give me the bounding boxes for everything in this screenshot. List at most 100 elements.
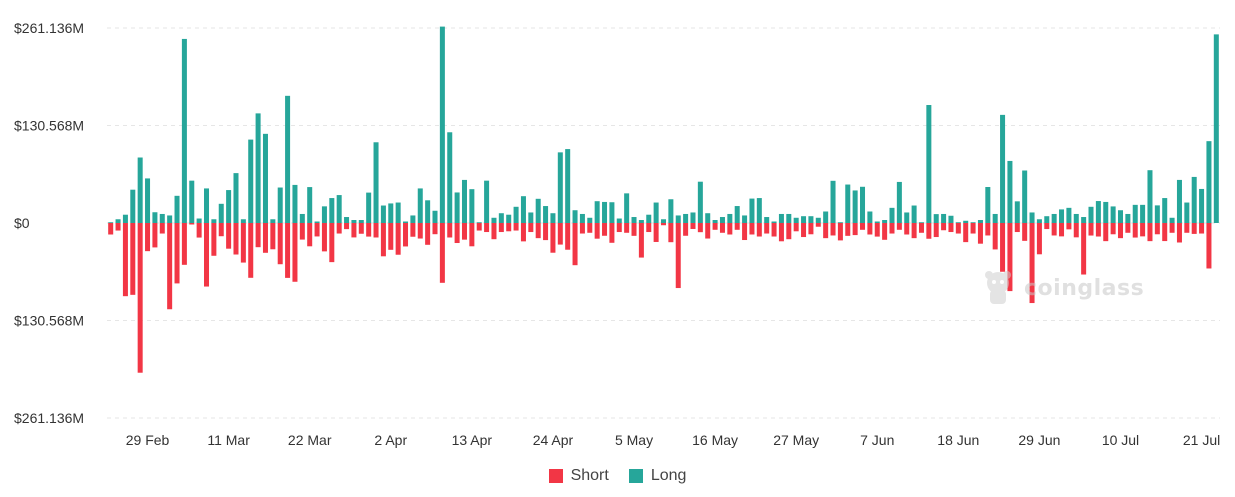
short-bar[interactable] (911, 223, 917, 239)
long-bar[interactable] (211, 219, 217, 223)
long-bar[interactable] (1081, 217, 1087, 223)
long-bar[interactable] (963, 220, 969, 223)
short-bar[interactable] (484, 223, 490, 233)
long-bar[interactable] (513, 206, 519, 223)
short-bar[interactable] (1140, 223, 1146, 237)
short-bar[interactable] (734, 223, 740, 230)
long-bar[interactable] (358, 220, 364, 223)
short-bar[interactable] (742, 223, 748, 241)
long-bar[interactable] (845, 184, 851, 223)
long-bar[interactable] (218, 203, 224, 223)
long-bar[interactable] (977, 220, 983, 223)
long-bar[interactable] (484, 180, 490, 223)
long-bar[interactable] (638, 220, 644, 223)
long-bar[interactable] (852, 190, 858, 223)
short-bar[interactable] (1169, 223, 1175, 233)
short-bar[interactable] (918, 223, 924, 233)
short-bar[interactable] (1103, 223, 1109, 242)
short-bar[interactable] (697, 223, 703, 233)
long-bar[interactable] (594, 201, 600, 223)
long-bar[interactable] (1147, 170, 1153, 223)
short-bar[interactable] (1147, 223, 1153, 242)
short-bar[interactable] (513, 223, 519, 231)
long-bar[interactable] (815, 217, 821, 223)
short-bar[interactable] (108, 223, 114, 235)
short-bar[interactable] (204, 223, 210, 287)
long-bar[interactable] (683, 213, 689, 223)
short-bar[interactable] (550, 223, 556, 253)
long-bar[interactable] (1044, 216, 1050, 223)
short-bar[interactable] (1088, 223, 1094, 236)
long-bar[interactable] (366, 192, 372, 223)
long-bar[interactable] (1162, 198, 1168, 223)
long-bar[interactable] (697, 181, 703, 223)
short-bar[interactable] (668, 223, 674, 243)
short-bar[interactable] (712, 223, 718, 230)
short-bar[interactable] (837, 223, 843, 241)
long-bar[interactable] (653, 202, 659, 223)
long-bar[interactable] (299, 213, 305, 223)
long-bar[interactable] (992, 213, 998, 223)
long-bar[interactable] (609, 202, 615, 223)
long-bar[interactable] (447, 132, 453, 223)
short-bar[interactable] (1206, 223, 1212, 269)
long-bar[interactable] (1073, 213, 1079, 223)
short-bar[interactable] (366, 223, 372, 237)
short-bar[interactable] (985, 223, 991, 236)
short-bar[interactable] (889, 223, 895, 234)
short-bar[interactable] (808, 223, 814, 235)
long-bar[interactable] (690, 212, 696, 223)
short-bar[interactable] (727, 223, 733, 235)
short-bar[interactable] (977, 223, 983, 244)
long-bar[interactable] (572, 210, 578, 223)
long-bar[interactable] (668, 199, 674, 223)
short-bar[interactable] (823, 223, 829, 239)
long-bar[interactable] (1140, 204, 1146, 223)
short-bar[interactable] (1044, 223, 1050, 230)
short-bar[interactable] (226, 223, 232, 249)
short-bar[interactable] (336, 223, 342, 234)
short-bar[interactable] (292, 223, 298, 282)
short-bar[interactable] (432, 223, 438, 235)
long-bar[interactable] (933, 214, 939, 223)
long-bar[interactable] (159, 213, 165, 223)
short-bar[interactable] (115, 223, 121, 231)
long-bar[interactable] (167, 215, 173, 223)
short-bar[interactable] (646, 223, 652, 233)
long-bar[interactable] (867, 211, 873, 223)
short-bar[interactable] (749, 223, 755, 235)
long-bar[interactable] (410, 215, 416, 223)
long-bar[interactable] (137, 157, 143, 223)
short-bar[interactable] (130, 223, 136, 295)
short-bar[interactable] (896, 223, 902, 230)
short-bar[interactable] (992, 223, 998, 250)
long-bar[interactable] (425, 200, 431, 223)
long-bar[interactable] (115, 219, 121, 223)
long-bar[interactable] (528, 212, 534, 223)
long-bar[interactable] (616, 218, 622, 223)
short-bar[interactable] (152, 223, 158, 248)
long-bar[interactable] (476, 222, 482, 223)
short-bar[interactable] (255, 223, 261, 248)
long-bar[interactable] (395, 202, 401, 223)
long-bar[interactable] (675, 215, 681, 223)
short-bar[interactable] (963, 223, 969, 243)
short-bar[interactable] (425, 223, 431, 245)
short-bar[interactable] (675, 223, 681, 289)
short-bar[interactable] (1095, 223, 1101, 237)
short-bar[interactable] (277, 223, 283, 265)
long-bar[interactable] (837, 222, 843, 223)
long-bar[interactable] (506, 214, 512, 223)
long-bar[interactable] (388, 203, 394, 223)
short-bar[interactable] (439, 223, 445, 283)
short-bar[interactable] (882, 223, 888, 240)
long-bar[interactable] (439, 26, 445, 224)
long-bar[interactable] (734, 206, 740, 223)
short-bar[interactable] (395, 223, 401, 255)
short-bar[interactable] (285, 223, 291, 278)
long-bar[interactable] (1022, 170, 1028, 223)
long-bar[interactable] (204, 188, 210, 223)
short-bar[interactable] (403, 223, 409, 247)
long-bar[interactable] (336, 195, 342, 223)
short-bar[interactable] (830, 223, 836, 236)
